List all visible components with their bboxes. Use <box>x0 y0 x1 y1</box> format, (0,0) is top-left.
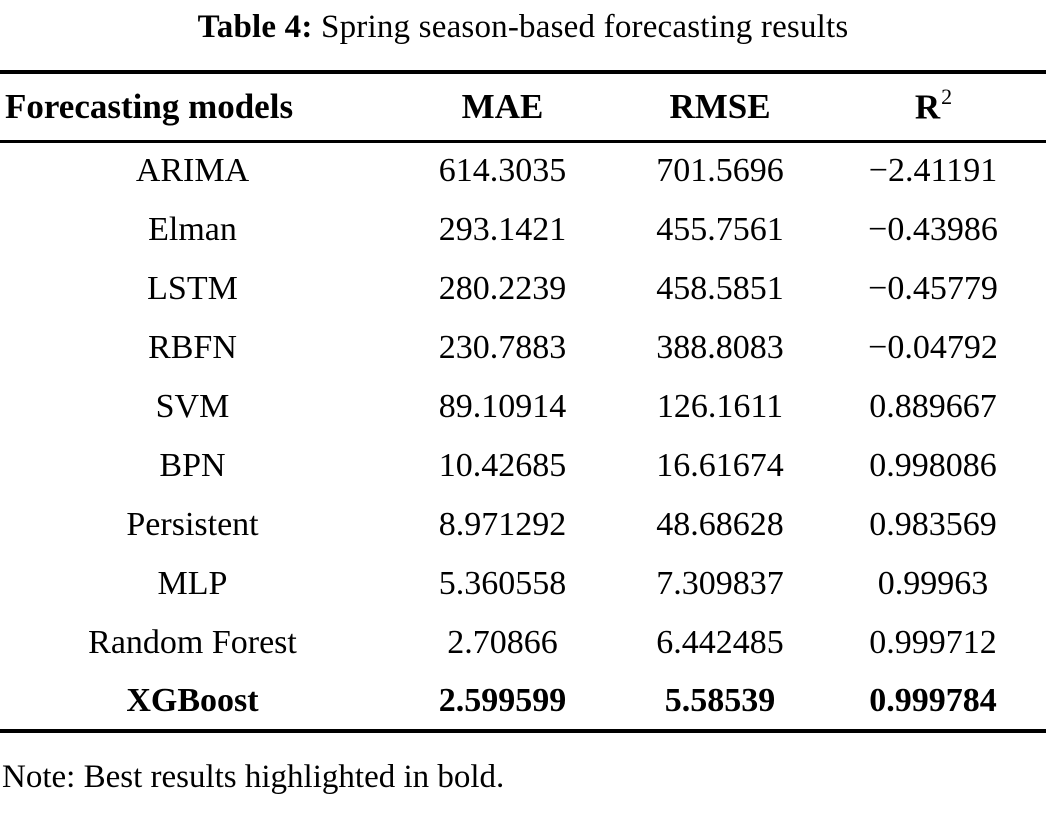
rmse-value-cell: 455.7561 <box>656 210 784 248</box>
model-name-cell: XGBoost <box>126 681 259 719</box>
table-header: Forecasting models MAE RMSE R2 <box>0 72 1046 141</box>
mae-value-cell: 2.70866 <box>447 623 558 661</box>
table-row: SVM 89.10914 126.1611 0.889667 <box>0 377 1046 436</box>
r2-value-cell: 0.983569 <box>869 505 997 543</box>
model-name-cell: Random Forest <box>88 623 297 661</box>
header-row: Forecasting models MAE RMSE R2 <box>0 72 1046 141</box>
mae-value-cell: 89.10914 <box>438 387 567 425</box>
column-header-r2: R2 <box>820 72 1046 141</box>
model-name-cell: BPN <box>159 446 226 484</box>
table-row: LSTM 280.2239 458.5851 −0.45779 <box>0 259 1046 318</box>
r2-value-cell: −0.04792 <box>868 328 998 366</box>
r2-value-cell: −0.43986 <box>868 210 998 248</box>
r2-value-cell: 0.999712 <box>869 623 997 661</box>
mae-value-cell: 10.42685 <box>438 446 567 484</box>
model-name-cell: Persistent <box>126 505 259 543</box>
model-name-cell: ARIMA <box>135 152 250 190</box>
table-body: ARIMA 614.3035 701.5696 −2.41191 Elman 2… <box>0 141 1046 731</box>
table-row: RBFN 230.7883 388.8083 −0.04792 <box>0 318 1046 377</box>
column-header-mae: MAE <box>461 86 544 126</box>
rmse-value-cell: 701.5696 <box>656 152 784 190</box>
table-row: Elman 293.1421 455.7561 −0.43986 <box>0 200 1046 259</box>
model-name-cell: SVM <box>155 387 230 425</box>
table-row: Random Forest 2.70866 6.442485 0.999712 <box>0 613 1046 672</box>
rmse-value-cell: 7.309837 <box>656 564 784 602</box>
rmse-value-cell: 16.61674 <box>656 446 784 484</box>
table-row-best: XGBoost 2.599599 5.58539 0.999784 <box>0 672 1046 731</box>
r2-value-cell: −0.45779 <box>868 269 998 307</box>
r2-superscript: 2 <box>941 83 953 109</box>
mae-value-cell: 280.2239 <box>438 269 567 307</box>
rmse-value-cell: 458.5851 <box>656 269 784 307</box>
caption-label: Table 4: <box>197 9 313 45</box>
model-name-cell: MLP <box>157 564 228 602</box>
mae-value-cell: 614.3035 <box>438 152 567 190</box>
r2-value-cell: −2.41191 <box>868 152 998 190</box>
table-caption: Table 4: Spring season-based forecasting… <box>0 0 1046 48</box>
r2-value-cell: 0.99963 <box>877 564 989 602</box>
table-row: BPN 10.42685 16.61674 0.998086 <box>0 436 1046 495</box>
rmse-value-cell: 5.58539 <box>664 681 776 719</box>
column-header-rmse: RMSE <box>669 86 771 126</box>
model-name-cell: LSTM <box>147 269 238 307</box>
model-name-cell: RBFN <box>148 328 237 366</box>
rmse-value-cell: 388.8083 <box>656 328 784 366</box>
r2-value-cell: 0.889667 <box>869 387 997 425</box>
note-text: Note: Best results highlighted in bold. <box>2 759 505 795</box>
mae-value-cell: 230.7883 <box>438 328 567 366</box>
rmse-value-cell: 48.68628 <box>656 505 784 543</box>
r2-base: R <box>914 87 941 127</box>
r2-value-cell: 0.999784 <box>869 681 997 719</box>
table-row: ARIMA 614.3035 701.5696 −2.41191 <box>0 141 1046 200</box>
rmse-value-cell: 6.442485 <box>656 623 784 661</box>
rmse-value-cell: 126.1611 <box>656 387 784 425</box>
mae-value-cell: 2.599599 <box>438 681 567 719</box>
column-header-models: Forecasting models <box>5 86 294 126</box>
caption-text: Spring season-based forecasting results <box>321 9 849 45</box>
mae-value-cell: 293.1421 <box>438 210 567 248</box>
r2-value-cell: 0.998086 <box>869 446 997 484</box>
table-row: MLP 5.360558 7.309837 0.99963 <box>0 554 1046 613</box>
model-name-cell: Elman <box>148 210 237 248</box>
mae-value-cell: 5.360558 <box>438 564 567 602</box>
mae-value-cell: 8.971292 <box>438 505 567 543</box>
forecasting-results-table: Forecasting models MAE RMSE R2 ARIMA 614… <box>0 70 1046 733</box>
table-row: Persistent 8.971292 48.68628 0.983569 <box>0 495 1046 554</box>
